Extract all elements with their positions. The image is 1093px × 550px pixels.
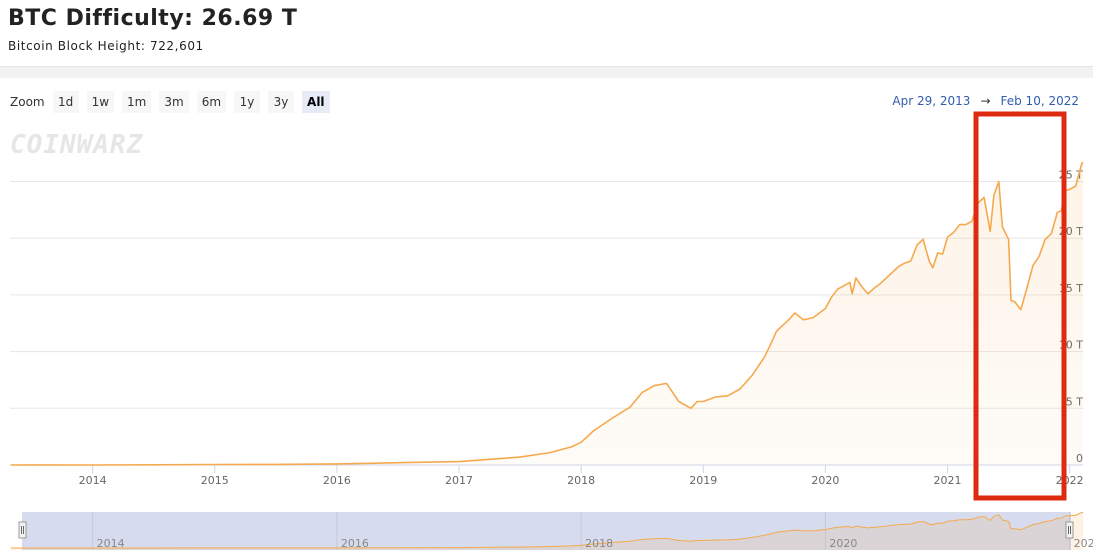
x-tick-label: 2016 bbox=[323, 474, 351, 487]
zoom-label: Zoom bbox=[10, 95, 45, 109]
difficulty-area bbox=[10, 162, 1084, 466]
zoom-1y-button[interactable]: 1y bbox=[234, 91, 261, 113]
date-range: Apr 29, 2013 → Feb 10, 2022 bbox=[892, 94, 1079, 108]
navigator-label: 2014 bbox=[97, 537, 125, 550]
chart-panel: COINWARZ Zoom 1d 1w 1m 3m 6m 1y 3y All A… bbox=[0, 78, 1093, 550]
navigator-left-handle[interactable] bbox=[18, 521, 27, 539]
x-tick-label: 2017 bbox=[445, 474, 473, 487]
highlight-box bbox=[973, 111, 1067, 501]
block-height-subtitle: Bitcoin Block Height: 722,601 bbox=[8, 39, 204, 53]
navigator-label: 2020 bbox=[829, 537, 857, 550]
difficulty-series-line bbox=[10, 161, 1084, 466]
navigator-series-line bbox=[10, 511, 1084, 549]
zoom-3y-button[interactable]: 3y bbox=[268, 91, 295, 113]
page-title: BTC Difficulty: 26.69 T bbox=[8, 6, 298, 31]
zoom-6m-button[interactable]: 6m bbox=[196, 91, 227, 113]
x-tick-label: 2021 bbox=[933, 474, 961, 487]
navigator-area bbox=[10, 512, 1084, 550]
x-tick-label: 2018 bbox=[567, 474, 595, 487]
x-tick-label: 2014 bbox=[79, 474, 107, 487]
navigator-right-handle[interactable] bbox=[1065, 521, 1074, 539]
navigator-label: 2016 bbox=[341, 537, 369, 550]
range-from-input[interactable]: Apr 29, 2013 bbox=[892, 94, 971, 108]
zoom-1w-button[interactable]: 1w bbox=[86, 91, 115, 113]
zoom-3m-button[interactable]: 3m bbox=[159, 91, 189, 113]
navigator-label: 2018 bbox=[585, 537, 613, 550]
range-arrow-icon: → bbox=[980, 94, 991, 108]
navigator-labels: 2014 2016 2018 2020 2022 bbox=[97, 537, 1093, 550]
x-tick-label: 2020 bbox=[811, 474, 839, 487]
navigator-label: 2022 bbox=[1074, 537, 1093, 550]
zoom-all-button[interactable]: All bbox=[302, 91, 330, 113]
x-axis-labels: 2014 2015 2016 2017 2018 2019 2020 2021 2022 bbox=[79, 474, 1084, 487]
coinwarz-watermark-logo: COINWARZ bbox=[10, 130, 144, 160]
x-tick-label: 2015 bbox=[201, 474, 229, 487]
zoom-1d-button[interactable]: 1d bbox=[52, 91, 79, 113]
navigator-selection[interactable] bbox=[22, 512, 1071, 550]
zoom-1m-button[interactable]: 1m bbox=[122, 91, 152, 113]
page-header: BTC Difficulty: 26.69 T Bitcoin Block He… bbox=[0, 0, 1093, 67]
zoom-bar: Zoom 1d 1w 1m 3m 6m 1y 3y All bbox=[10, 91, 338, 113]
range-to-input[interactable]: Feb 10, 2022 bbox=[1000, 94, 1080, 108]
x-tick-label: 2019 bbox=[689, 474, 717, 487]
x-tick-label: 2022 bbox=[1056, 474, 1084, 487]
